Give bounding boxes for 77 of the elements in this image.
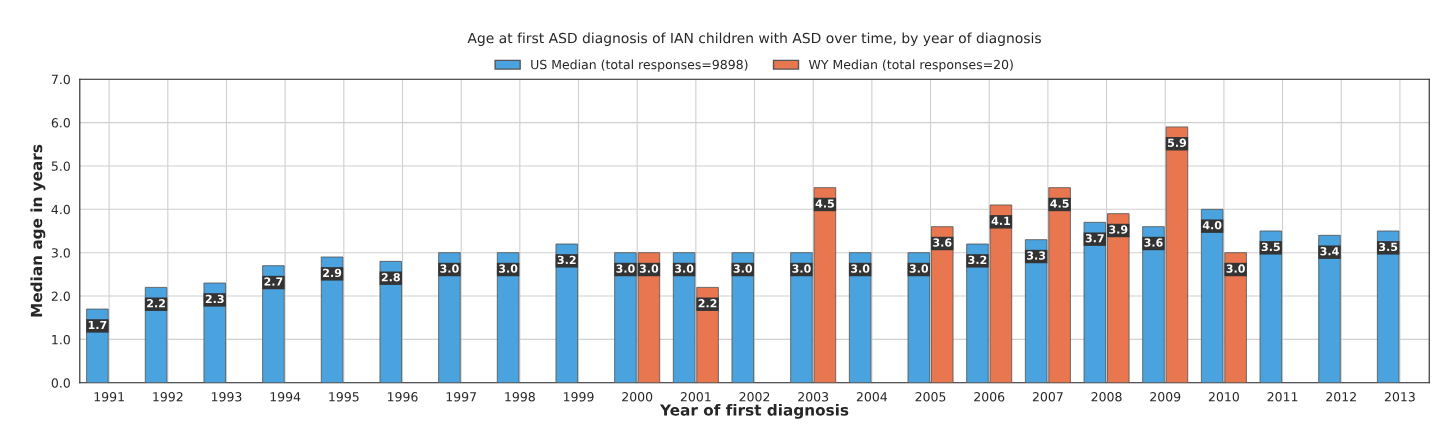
x-tick-label: 2005 <box>915 392 946 402</box>
bar <box>731 252 754 383</box>
data-label: 3.0 <box>639 264 659 273</box>
data-label: 3.0 <box>440 264 459 273</box>
bar <box>262 265 285 383</box>
data-label: 2.3 <box>205 294 224 304</box>
data-label: 2.2 <box>698 299 717 308</box>
data-label: 2.9 <box>323 268 342 278</box>
data-label: 3.0 <box>1226 264 1245 273</box>
x-axis-title: Year of first diagnosis <box>659 403 849 419</box>
y-tick-label: 5.0 <box>51 161 70 171</box>
data-label: 3.0 <box>733 264 753 273</box>
data-label: 1.7 <box>88 320 107 329</box>
x-tick-label: 1991 <box>94 392 124 402</box>
x-tick-label: 1993 <box>211 392 242 402</box>
data-label: 3.4 <box>1320 247 1339 256</box>
x-tick-label: 1995 <box>329 392 359 402</box>
x-tick-label: 2006 <box>974 392 1005 402</box>
x-tick-label: 1992 <box>153 392 183 402</box>
data-label: 4.0 <box>1202 220 1222 230</box>
y-tick-label: 0.0 <box>51 378 70 388</box>
x-tick-label: 2001 <box>680 392 711 402</box>
data-label: 3.2 <box>968 255 987 265</box>
chart-title: Age at first ASD diagnosis of IAN children with ASD over time, by year of diagnosis <box>467 32 1041 46</box>
data-label: 4.1 <box>991 216 1011 225</box>
bar <box>848 252 872 383</box>
data-label: 3.0 <box>792 264 811 273</box>
y-tick-label: 1.0 <box>52 334 70 345</box>
data-label: 4.5 <box>815 199 834 208</box>
data-label: 3.7 <box>1085 233 1104 243</box>
x-tick-label: 2000 <box>622 392 653 402</box>
x-tick-label: 1996 <box>387 392 418 402</box>
bar <box>1259 230 1283 383</box>
data-label: 4.5 <box>1050 199 1069 208</box>
x-tick-label: 2002 <box>739 392 770 402</box>
data-label: 3.0 <box>909 264 929 273</box>
x-tick-label: 2007 <box>1032 392 1063 402</box>
y-tick-label: 6.0 <box>51 118 70 128</box>
y-tick-label: 4.0 <box>51 204 70 215</box>
bar <box>438 252 461 383</box>
bar <box>1376 230 1400 383</box>
data-label: 3.9 <box>1109 225 1128 234</box>
data-label: 3.0 <box>499 264 518 273</box>
y-tick-label: 7.0 <box>51 74 70 85</box>
bar <box>555 243 578 383</box>
data-label: 3.5 <box>1379 242 1398 252</box>
x-tick-label: 2010 <box>1208 392 1239 402</box>
x-tick-label: 2009 <box>1150 392 1181 402</box>
data-label: 2.2 <box>147 299 165 308</box>
x-tick-label: 2011 <box>1267 392 1298 402</box>
data-label: 3.0 <box>675 264 694 273</box>
data-label: 3.6 <box>933 238 952 247</box>
legend-label: WY Median (total responses=20) <box>808 59 1013 72</box>
y-tick-label: 2.0 <box>51 291 70 301</box>
y-tick-label: 3.0 <box>51 248 70 258</box>
data-label: 5.9 <box>1167 138 1187 147</box>
data-label: 3.5 <box>1261 242 1280 252</box>
data-label: 3.2 <box>557 255 576 265</box>
x-tick-label: 1994 <box>270 392 301 402</box>
data-label: 2.7 <box>264 277 283 286</box>
data-label: 2.8 <box>381 273 400 282</box>
x-tick-label: 2004 <box>856 392 888 402</box>
bar <box>1318 234 1341 383</box>
x-tick-label: 2012 <box>1326 392 1356 402</box>
x-tick-label: 1999 <box>563 392 594 402</box>
x-tick-label: 1997 <box>446 392 476 402</box>
data-label: 3.6 <box>1144 238 1163 247</box>
x-tick-label: 2003 <box>798 392 829 402</box>
data-label: 3.3 <box>1027 251 1046 260</box>
legend-label: US Median (total responses=9898) <box>531 59 748 72</box>
y-axis-title: Median age in years <box>30 144 46 317</box>
x-tick-label: 1998 <box>505 392 535 402</box>
bar <box>496 252 520 383</box>
data-label: 3.0 <box>851 264 870 273</box>
x-tick-label: 2008 <box>1091 392 1122 402</box>
data-label: 3.0 <box>616 264 635 273</box>
x-tick-label: 2013 <box>1384 392 1415 402</box>
